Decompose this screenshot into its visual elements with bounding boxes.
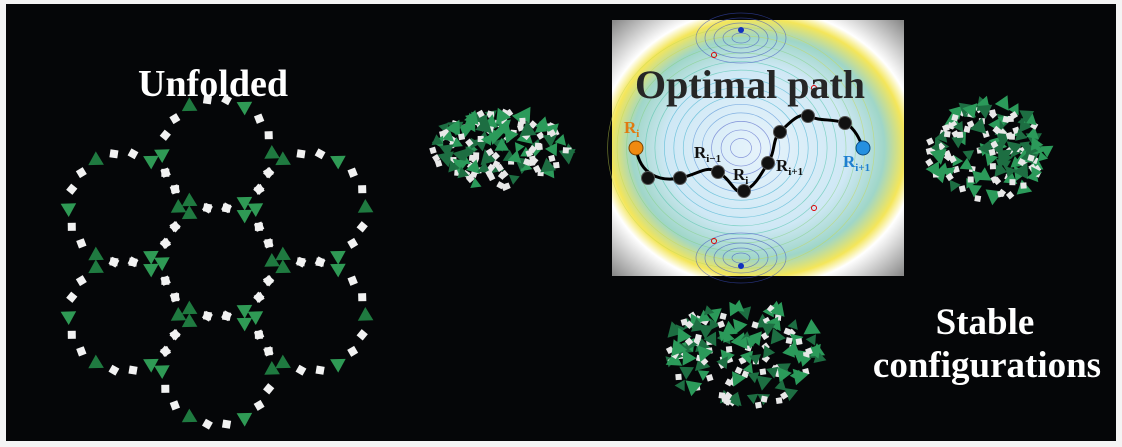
tile [786, 337, 793, 344]
tile [171, 293, 179, 301]
label-base: R [843, 152, 856, 171]
unfolded-title: Unfolded [138, 63, 288, 105]
minimum [738, 27, 744, 33]
energy-landscape: Ri Ri−1 Ri Ri+1 Ri+1 Optimal path [608, 13, 904, 283]
end-state [856, 141, 870, 155]
minimum [738, 263, 744, 269]
tile [675, 374, 681, 380]
tile [296, 149, 305, 158]
tile [315, 258, 324, 267]
label-base: R [624, 118, 637, 137]
tile [315, 366, 324, 375]
tile [68, 223, 76, 231]
path-image [774, 126, 787, 139]
tile [265, 131, 273, 139]
tile [990, 163, 996, 169]
label-base: R [694, 143, 707, 162]
tile [974, 195, 981, 202]
tile [776, 397, 783, 404]
label-base: R [776, 156, 789, 175]
tile [761, 396, 768, 403]
optimal-path-title: Optimal path [635, 62, 865, 107]
stable-title: Stable [936, 302, 1035, 343]
tile [128, 258, 137, 267]
tile [203, 311, 212, 320]
tile [222, 420, 231, 429]
path-image [762, 157, 775, 170]
stable-title: configurations [873, 345, 1101, 386]
tile [161, 169, 169, 177]
tile [1009, 179, 1015, 185]
path-image [674, 172, 687, 185]
tile [796, 338, 803, 345]
tile [358, 185, 366, 193]
tile [944, 131, 951, 138]
tile [222, 204, 231, 213]
tile [755, 402, 762, 409]
tile [563, 147, 569, 153]
tile [519, 118, 525, 124]
label-base: R [733, 165, 746, 184]
tile [536, 144, 543, 151]
label-sub: i [745, 175, 748, 187]
tile [161, 385, 169, 393]
path-image [839, 117, 852, 130]
label-sub: i+1 [788, 166, 803, 178]
tile [358, 293, 366, 301]
tile [128, 366, 137, 375]
label-sub: i [636, 128, 639, 140]
path-image [712, 166, 725, 179]
path-image [738, 185, 751, 198]
label-sub: i+1 [855, 162, 870, 174]
tile [759, 368, 766, 375]
path-image [642, 172, 655, 185]
figure: Ri Ri−1 Ri Ri+1 Ri+1 Optimal path Unfold… [0, 0, 1122, 447]
path-image [802, 110, 815, 123]
tile [968, 176, 974, 182]
start-state [629, 141, 643, 155]
tile [726, 346, 733, 353]
tile [1020, 182, 1026, 188]
tile [957, 132, 963, 138]
tile [473, 152, 479, 158]
tile [265, 347, 273, 355]
tile [458, 133, 465, 140]
tile [68, 331, 76, 339]
label-sub: i−1 [706, 153, 721, 165]
tile [255, 223, 263, 231]
tile [109, 149, 118, 158]
